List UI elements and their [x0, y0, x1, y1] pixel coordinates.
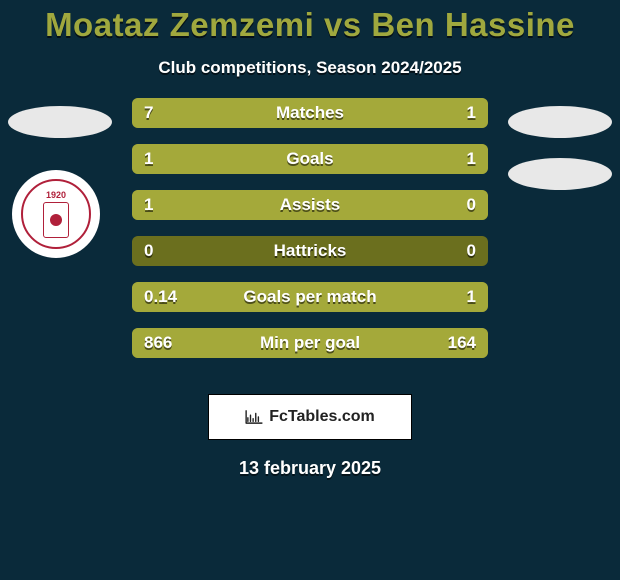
- date-text: 13 february 2025: [0, 458, 620, 479]
- stat-row: 0 0 Hattricks: [132, 236, 488, 266]
- stat-label: Goals: [286, 149, 333, 169]
- player-right-placeholder-2: [508, 158, 612, 190]
- club-logo: 1920: [12, 170, 100, 258]
- page-subtitle: Club competitions, Season 2024/2025: [0, 58, 620, 78]
- stat-row: 1 0 Assists: [132, 190, 488, 220]
- stat-value-left: 1: [144, 149, 153, 169]
- chart-icon: [245, 410, 263, 424]
- attribution-text: FcTables.com: [269, 408, 375, 426]
- player-left-placeholder: [8, 106, 112, 138]
- stat-row: 866 164 Min per goal: [132, 328, 488, 358]
- page-title: Moataz Zemzemi vs Ben Hassine: [0, 0, 620, 44]
- club-logo-inner: 1920: [21, 179, 91, 249]
- stat-value-left: 866: [144, 333, 172, 353]
- stat-label: Matches: [276, 103, 344, 123]
- stat-value-left: 7: [144, 103, 153, 123]
- stat-value-right: 1: [467, 287, 476, 307]
- stat-value-left: 0: [144, 241, 153, 261]
- stat-bars: 7 1 Matches 1 1 Goals 1 0 Assists 0 0 Hattricks 0.14…: [132, 98, 488, 374]
- stat-label: Min per goal: [260, 333, 360, 353]
- stat-value-right: 1: [467, 149, 476, 169]
- stat-value-right: 0: [467, 241, 476, 261]
- club-logo-year: 1920: [46, 190, 66, 200]
- stat-row: 0.14 1 Goals per match: [132, 282, 488, 312]
- comparison-area: 1920 7 1 Matches 1 1 Goals 1 0 Assists 0 0 Hattrick…: [0, 106, 620, 386]
- attribution-badge: FcTables.com: [208, 394, 412, 440]
- stat-value-right: 1: [467, 103, 476, 123]
- player-right-placeholder-1: [508, 106, 612, 138]
- stat-row: 1 1 Goals: [132, 144, 488, 174]
- stat-label: Assists: [280, 195, 340, 215]
- stat-label: Hattricks: [274, 241, 347, 261]
- stat-label: Goals per match: [243, 287, 376, 307]
- stat-fill-right: [310, 144, 488, 174]
- stat-value-left: 0.14: [144, 287, 177, 307]
- stat-value-right: 0: [467, 195, 476, 215]
- stat-fill-left: [132, 144, 310, 174]
- stat-row: 7 1 Matches: [132, 98, 488, 128]
- stat-value-left: 1: [144, 195, 153, 215]
- club-logo-flag: [43, 202, 69, 238]
- stat-value-right: 164: [448, 333, 476, 353]
